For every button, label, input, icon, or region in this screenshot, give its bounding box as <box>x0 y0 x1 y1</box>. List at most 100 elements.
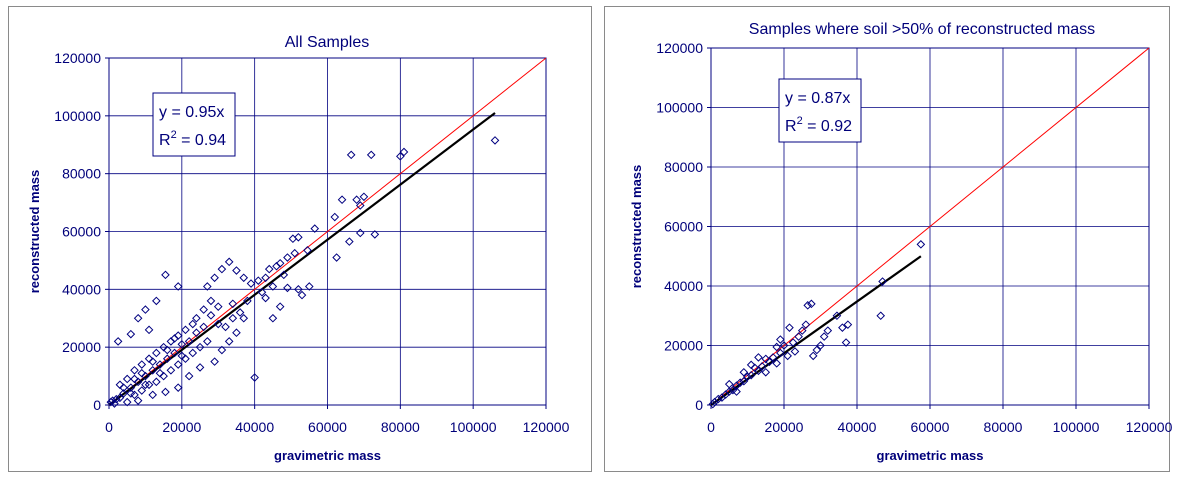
data-point <box>841 338 851 347</box>
data-point <box>330 212 340 222</box>
data-point <box>210 357 219 366</box>
r-squared-superscript: 2 <box>797 115 803 127</box>
data-point <box>283 283 292 293</box>
data-point <box>297 290 307 300</box>
data-point <box>239 273 249 283</box>
data-point <box>137 368 147 378</box>
x-tick-label: 120000 <box>523 419 570 435</box>
data-point <box>832 311 842 321</box>
data-point <box>126 389 136 398</box>
tick-labels: 0 20000 40000 60000 80000 100000 120000 0 20000 4… <box>54 50 569 435</box>
y-axis-label: reconstructed mass <box>629 165 644 289</box>
data-point <box>819 332 829 341</box>
data-point <box>203 282 212 291</box>
data-point <box>137 360 147 369</box>
y-tick-label: 100000 <box>656 100 703 116</box>
data-point <box>152 296 161 306</box>
data-point <box>239 313 249 323</box>
data-point <box>162 354 172 364</box>
data-point <box>290 248 300 258</box>
data-point <box>794 332 803 341</box>
y-tick-label: 40000 <box>664 278 703 294</box>
data-point <box>177 351 187 361</box>
x-tick-label: 100000 <box>450 419 497 435</box>
x-tick-label: 60000 <box>308 419 347 435</box>
data-point <box>173 360 183 369</box>
data-point <box>224 337 234 346</box>
x-axis-label: gravimetric mass <box>877 448 984 463</box>
data-point <box>232 266 241 275</box>
chart-all-samples: 0 20000 40000 60000 80000 100000 120000 0 20000 4… <box>27 34 570 463</box>
data-point <box>133 313 143 323</box>
data-point <box>130 365 139 375</box>
data-point <box>170 348 179 358</box>
y-tick-label: 80000 <box>664 159 703 175</box>
data-point <box>195 363 205 372</box>
equation-frame <box>152 92 236 157</box>
chart-title: All Samples <box>285 34 369 51</box>
data-point <box>739 367 749 377</box>
data-point <box>188 348 198 358</box>
data-point <box>743 372 752 382</box>
data-point <box>195 342 205 352</box>
y-axis-label: reconstructed mass <box>27 170 42 294</box>
data-point <box>213 319 223 329</box>
data-point <box>119 383 128 392</box>
data-point <box>788 338 798 347</box>
data-point <box>732 381 741 390</box>
data-points <box>106 136 500 408</box>
data-point <box>206 296 216 306</box>
data-point <box>224 257 234 267</box>
data-point <box>801 320 811 329</box>
data-point <box>332 253 341 262</box>
data-point <box>776 348 785 358</box>
data-point <box>133 396 143 405</box>
data-point <box>206 311 216 320</box>
data-point <box>275 302 285 311</box>
one-to-one-line <box>710 47 1150 406</box>
x-tick-label: 20000 <box>162 419 201 435</box>
y-tick-label: 60000 <box>62 224 101 240</box>
y-tick-label: 0 <box>695 397 703 413</box>
data-point <box>184 371 194 381</box>
data-point <box>776 335 785 344</box>
data-point <box>304 282 314 291</box>
data-point <box>188 319 198 329</box>
equation-frame <box>778 78 862 143</box>
data-point <box>746 360 756 370</box>
y-tick-label: 120000 <box>54 50 101 66</box>
y-tick-label: 120000 <box>656 40 703 56</box>
equation-line: y = 0.87x <box>785 90 850 107</box>
regression-equation-box: y = 0.87x R2 = 0.92 <box>778 78 862 143</box>
data-point <box>337 195 347 204</box>
equation-line: y = 0.95x <box>159 104 224 121</box>
x-axis-label: gravimetric mass <box>274 448 381 463</box>
reference-lines <box>108 57 547 406</box>
data-point <box>141 305 150 314</box>
regression-equation-box: y = 0.95x R2 = 0.94 <box>152 92 236 157</box>
data-point <box>173 282 183 291</box>
data-point <box>783 351 792 361</box>
data-point <box>221 322 230 332</box>
data-point <box>264 264 274 274</box>
x-tick-label: 80000 <box>984 419 1023 435</box>
data-point <box>757 362 767 371</box>
x-tick-label: 100000 <box>1053 419 1100 435</box>
data-point <box>294 285 303 294</box>
y-tick-label: 0 <box>93 397 101 413</box>
data-point <box>359 192 369 202</box>
data-point <box>838 323 847 332</box>
data-point <box>272 261 281 271</box>
x-tick-label: 0 <box>707 419 715 435</box>
data-point <box>144 380 154 390</box>
r-squared-value: = 0.94 <box>177 132 226 149</box>
data-point <box>235 308 245 317</box>
data-point <box>268 282 278 291</box>
data-point <box>708 399 718 409</box>
data-point <box>370 230 380 239</box>
data-point <box>217 264 227 274</box>
r-squared-prefix: R <box>159 132 171 149</box>
data-point <box>106 397 116 407</box>
data-point <box>162 345 172 355</box>
data-point <box>772 342 782 352</box>
